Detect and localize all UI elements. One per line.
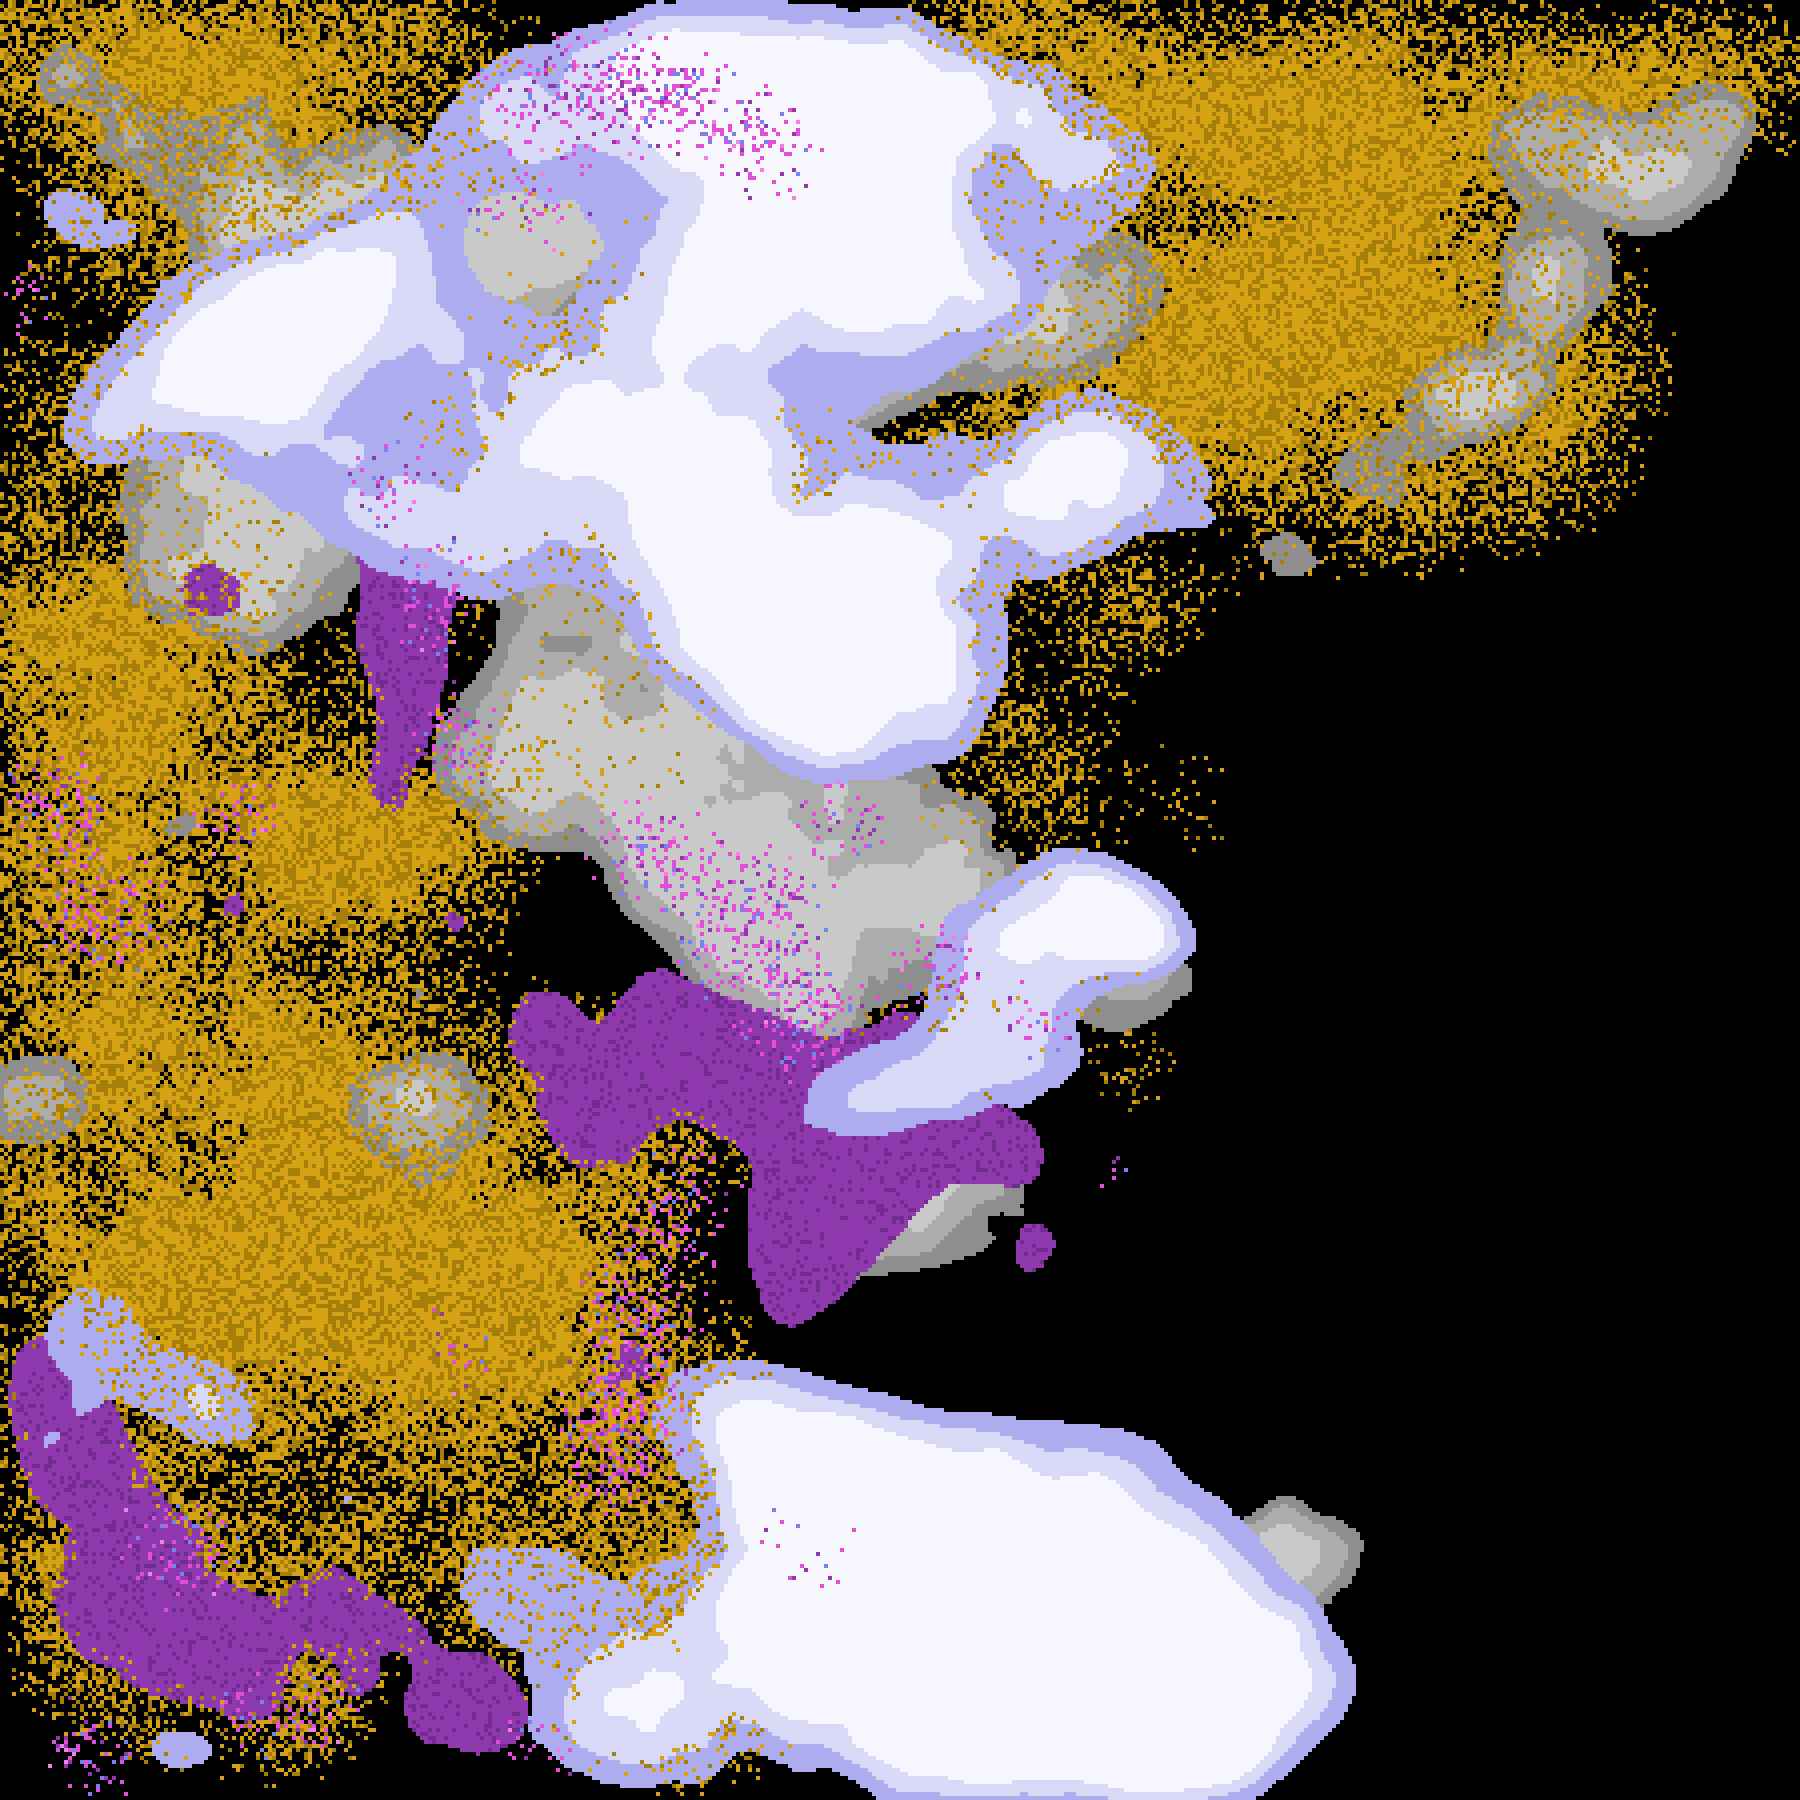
satellite-image-viewport: [0, 0, 1800, 1800]
satellite-image-canvas: [0, 0, 1800, 1800]
